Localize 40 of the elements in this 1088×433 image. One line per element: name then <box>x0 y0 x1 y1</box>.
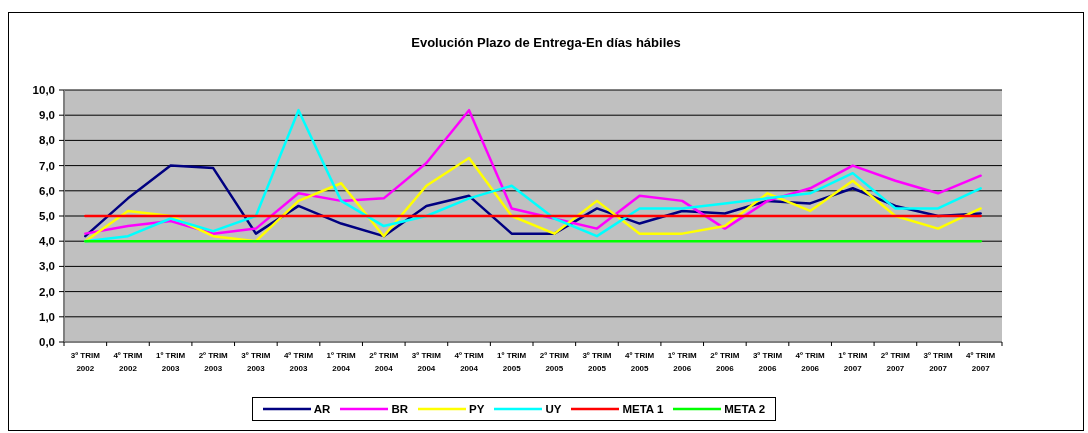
x-tick-label: 2º TRIM 2004 <box>369 351 399 373</box>
x-tick-label: 2º TRIM 2003 <box>198 351 229 373</box>
x-tick-label: 2º TRIM 2005 <box>539 351 570 373</box>
y-tick-label: 5,0 <box>39 210 55 223</box>
x-tick-label: 3º TRIM 2006 <box>752 351 783 373</box>
legend-label: UY <box>545 403 562 415</box>
x-tick-label: 1º TRIM 2003 <box>156 351 186 373</box>
x-tick-label: 4º TRIM 2004 <box>454 351 484 373</box>
x-tick-label: 3º TRIM 2002 <box>70 351 101 373</box>
x-tick-label: 3º TRIM 2005 <box>582 351 612 373</box>
y-tick-label: 1,0 <box>39 310 55 323</box>
x-tick-label: 4º TRIM 2003 <box>283 351 314 373</box>
y-tick-label: 7,0 <box>39 159 55 172</box>
x-tick-label: 1º TRIM 2005 <box>497 351 527 373</box>
chart-title: Evolución Plazo de Entrega-En días hábiles <box>410 35 682 50</box>
legend-label: PY <box>469 403 485 415</box>
y-tick-label: 6,0 <box>39 184 55 197</box>
x-tick-label: 1º TRIM 2007 <box>838 351 868 373</box>
legend-label: BR <box>391 403 409 415</box>
x-tick-label: 2º TRIM 2006 <box>710 351 740 373</box>
x-tick-label: 3º TRIM 2007 <box>923 351 953 373</box>
y-tick-label: 2,0 <box>39 285 55 298</box>
x-tick-label: 2º TRIM 2007 <box>880 351 911 373</box>
x-tick-label: 3º TRIM 2003 <box>241 351 271 373</box>
x-tick-label: 1º TRIM 2004 <box>326 351 357 373</box>
legend-label: AR <box>313 403 331 415</box>
legend-label: META 2 <box>724 403 766 415</box>
y-tick-label: 8,0 <box>39 134 55 147</box>
y-tick-label: 9,0 <box>39 109 55 122</box>
y-tick-label: 0,0 <box>39 336 55 349</box>
x-tick-label: 4º TRIM 2005 <box>625 351 655 373</box>
x-tick-label: 4º TRIM 2002 <box>113 351 143 373</box>
x-tick-label: 4º TRIM 2006 <box>795 351 826 373</box>
x-tick-label: 3º TRIM 2004 <box>411 351 442 373</box>
y-tick-label: 3,0 <box>39 260 55 273</box>
y-tick-label: 10,0 <box>32 84 55 97</box>
x-tick-label: 1º TRIM 2006 <box>667 351 698 373</box>
x-tick-label: 4º TRIM 2007 <box>966 351 996 373</box>
y-tick-label: 4,0 <box>39 235 55 248</box>
legend-label: META 1 <box>622 403 664 415</box>
